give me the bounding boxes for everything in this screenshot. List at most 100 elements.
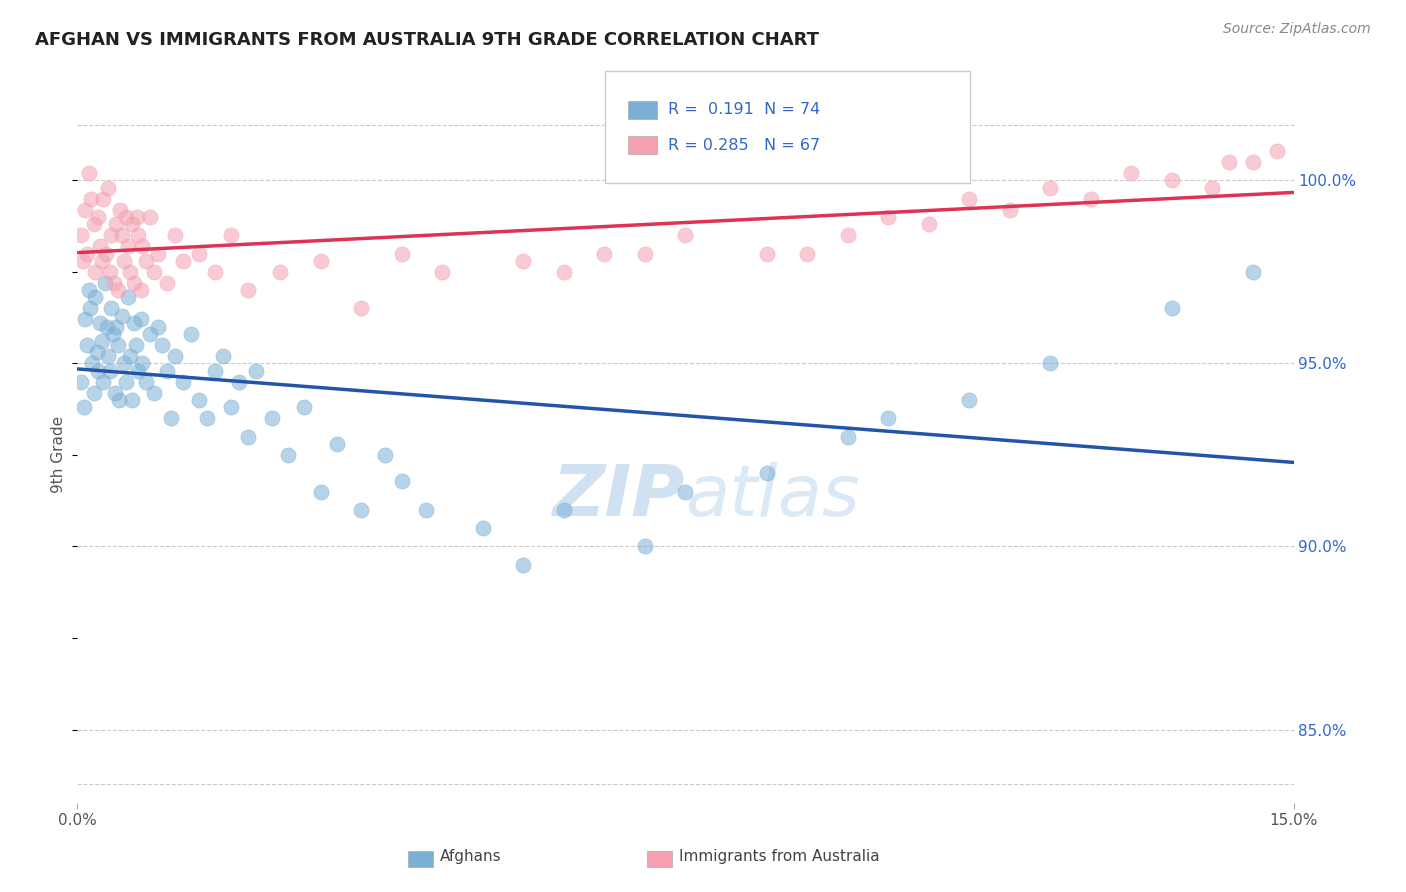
Point bbox=[1241, 155, 1264, 169]
Point bbox=[163, 349, 186, 363]
Point bbox=[350, 503, 373, 517]
Point bbox=[107, 338, 129, 352]
Point bbox=[69, 228, 91, 243]
Point bbox=[180, 327, 202, 342]
Point bbox=[675, 484, 697, 499]
Point bbox=[877, 411, 900, 425]
Point bbox=[837, 429, 859, 443]
Point bbox=[76, 246, 98, 260]
Point bbox=[309, 484, 332, 499]
Point bbox=[108, 392, 131, 407]
Text: R = 0.285   N = 67: R = 0.285 N = 67 bbox=[668, 138, 820, 153]
Point bbox=[135, 375, 157, 389]
Point bbox=[121, 217, 143, 231]
Point bbox=[125, 210, 148, 224]
Point bbox=[326, 437, 349, 451]
Point bbox=[83, 217, 105, 231]
Point bbox=[796, 246, 818, 260]
Point bbox=[131, 239, 153, 253]
Point bbox=[100, 301, 122, 316]
Point bbox=[163, 228, 186, 243]
Point bbox=[86, 210, 108, 224]
Point bbox=[1039, 356, 1062, 370]
Point bbox=[98, 364, 121, 378]
Point bbox=[152, 338, 174, 352]
Text: Immigrants from Australia: Immigrants from Australia bbox=[679, 849, 880, 863]
Point bbox=[115, 210, 138, 224]
Point bbox=[80, 356, 103, 370]
Point bbox=[107, 283, 129, 297]
Point bbox=[755, 467, 778, 481]
Point bbox=[188, 246, 211, 260]
Text: atlas: atlas bbox=[686, 462, 860, 531]
Point bbox=[260, 411, 283, 425]
Point bbox=[1241, 265, 1264, 279]
Point bbox=[96, 319, 118, 334]
Point bbox=[90, 253, 112, 268]
Point bbox=[105, 319, 128, 334]
Point bbox=[957, 192, 980, 206]
Point bbox=[118, 265, 141, 279]
Point bbox=[111, 228, 134, 243]
Point bbox=[236, 283, 259, 297]
Point bbox=[553, 265, 575, 279]
Point bbox=[129, 283, 152, 297]
Point bbox=[918, 217, 941, 231]
Point bbox=[374, 448, 396, 462]
Point bbox=[139, 210, 162, 224]
Point bbox=[105, 217, 128, 231]
Point bbox=[188, 392, 211, 407]
Point bbox=[72, 253, 94, 268]
Point bbox=[91, 375, 114, 389]
Point bbox=[148, 319, 170, 334]
Point bbox=[1265, 144, 1288, 158]
Point bbox=[117, 290, 139, 304]
Point bbox=[221, 401, 243, 415]
Point bbox=[79, 166, 101, 180]
Y-axis label: 9th Grade: 9th Grade bbox=[51, 417, 66, 493]
Point bbox=[97, 349, 120, 363]
Point bbox=[143, 385, 166, 400]
Point bbox=[94, 246, 117, 260]
Point bbox=[195, 411, 218, 425]
Point bbox=[89, 239, 111, 253]
Point bbox=[75, 312, 97, 326]
Point bbox=[998, 202, 1021, 217]
Point bbox=[277, 448, 299, 462]
Point bbox=[98, 265, 121, 279]
Point bbox=[131, 356, 153, 370]
Point bbox=[245, 364, 267, 378]
Text: ZIP: ZIP bbox=[553, 462, 686, 531]
Point bbox=[292, 401, 315, 415]
Point bbox=[512, 558, 534, 572]
Point bbox=[1201, 180, 1223, 194]
Point bbox=[155, 364, 177, 378]
Point bbox=[159, 411, 181, 425]
Point bbox=[70, 375, 93, 389]
Point bbox=[76, 338, 98, 352]
Point bbox=[86, 345, 108, 359]
Point bbox=[84, 265, 107, 279]
Point bbox=[122, 316, 145, 330]
Point bbox=[512, 253, 534, 268]
Point bbox=[115, 375, 138, 389]
Point bbox=[1080, 192, 1102, 206]
Point bbox=[212, 349, 235, 363]
Point bbox=[415, 503, 437, 517]
Point bbox=[432, 265, 454, 279]
Point bbox=[155, 276, 177, 290]
Point bbox=[837, 228, 859, 243]
Point bbox=[553, 503, 575, 517]
Point bbox=[135, 253, 157, 268]
Point bbox=[94, 276, 117, 290]
Point bbox=[204, 265, 226, 279]
Point bbox=[471, 521, 494, 535]
Point bbox=[148, 246, 170, 260]
Point bbox=[127, 228, 149, 243]
Point bbox=[269, 265, 291, 279]
Text: R =  0.191  N = 74: R = 0.191 N = 74 bbox=[668, 103, 820, 117]
Point bbox=[236, 429, 259, 443]
Point bbox=[143, 265, 166, 279]
Point bbox=[139, 327, 162, 342]
Point bbox=[1121, 166, 1143, 180]
